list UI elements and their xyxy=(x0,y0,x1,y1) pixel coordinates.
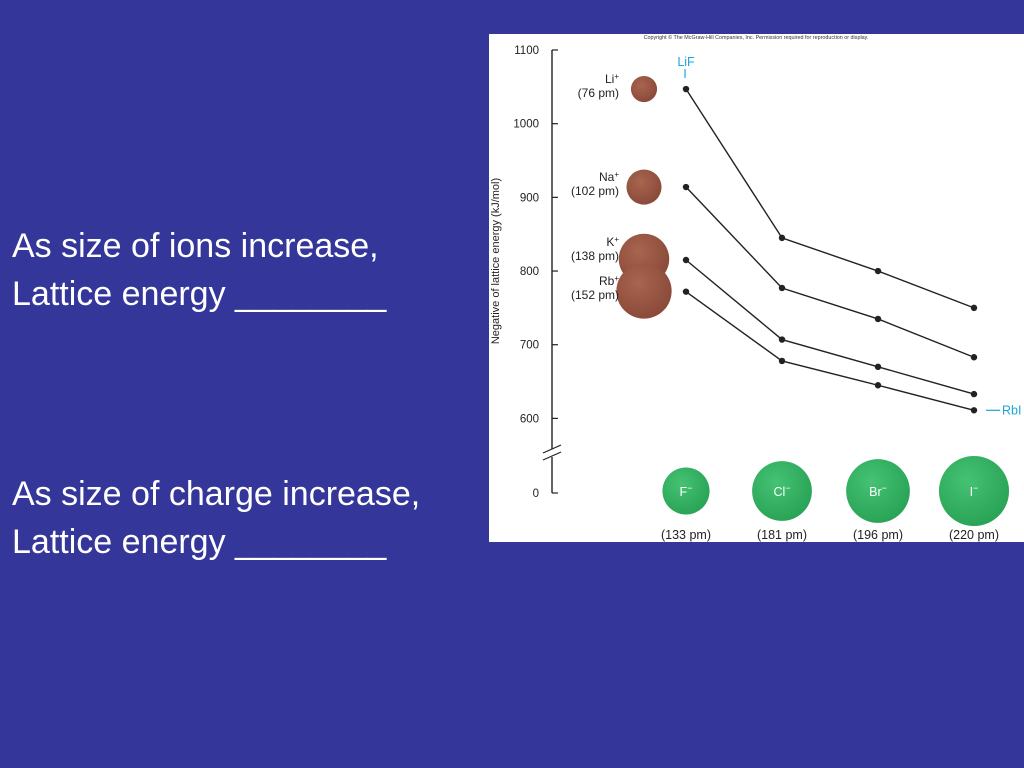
anion-circle-f xyxy=(662,467,710,515)
lattice-energy-chart-svg: Copyright © The McGraw-Hill Companies, I… xyxy=(490,34,1021,542)
anion-symbol: Cl xyxy=(773,485,785,499)
series-lines xyxy=(682,85,978,414)
cation-label-na: Na+ xyxy=(599,170,619,185)
y-tick-label: 1000 xyxy=(513,119,539,131)
anion-radius-label: (196 pm) xyxy=(853,528,903,542)
cation-label-k: K+ xyxy=(606,235,619,250)
cation-radius-label: (138 pm) xyxy=(571,249,619,263)
series-line-li xyxy=(685,88,975,309)
data-point xyxy=(778,284,786,292)
cation-legend: Li+(76 pm)Na+(102 pm)K+(138 pm)Rb+(152 p… xyxy=(571,72,672,319)
data-point xyxy=(970,304,978,312)
cation-symbol: Rb xyxy=(599,274,615,288)
axis-break-mark-1 xyxy=(542,444,562,454)
anion-radius-label: (220 pm) xyxy=(949,528,999,542)
cation-radius-label: (102 pm) xyxy=(571,184,619,198)
anion-categories: F−(133 pm)Cl−(181 pm)Br−(196 pm)I−(220 p… xyxy=(661,455,1010,542)
data-point xyxy=(970,354,978,361)
data-point xyxy=(682,256,690,264)
cation-charge: + xyxy=(614,170,619,179)
anion-symbol: I xyxy=(970,485,973,499)
cation-symbol: Na xyxy=(599,170,615,184)
y-axis: 1100 1000 900 800 700 600 0 xyxy=(513,45,562,500)
anion-symbol: F xyxy=(680,485,688,499)
anion-circle-br xyxy=(846,459,910,523)
series-line-k xyxy=(685,259,975,395)
anion-label-cl: Cl− xyxy=(773,483,790,499)
anion-symbol: Br xyxy=(869,485,882,499)
data-point xyxy=(874,363,882,371)
anion-label-i: I− xyxy=(970,483,979,499)
anion-label-br: Br− xyxy=(869,483,887,499)
statement-ion-size-line1: As size of ions increase, xyxy=(12,227,379,265)
y-tick-label: 900 xyxy=(520,192,539,204)
statement-ion-size: As size of ions increase, Lattice energy… xyxy=(12,222,386,318)
data-point xyxy=(874,315,882,323)
annotations: LiF RbI xyxy=(677,55,1021,417)
data-point xyxy=(778,234,786,242)
data-point xyxy=(778,357,786,365)
y-tick-label: 600 xyxy=(520,413,539,425)
anion-charge: − xyxy=(785,483,790,493)
anion-charge: − xyxy=(687,483,692,493)
statement-ion-size-line2: Lattice energy ________ xyxy=(12,275,387,313)
data-point xyxy=(874,382,882,389)
cation-symbol: Li xyxy=(605,72,614,86)
data-point xyxy=(682,288,690,295)
y-axis-label: Negative of lattice energy (kJ/mol) xyxy=(490,178,502,344)
cation-label-rb: Rb+ xyxy=(599,274,619,289)
anion-label-f: F− xyxy=(680,483,693,499)
cation-circle-li xyxy=(630,75,658,103)
data-point xyxy=(778,336,786,343)
copyright-notice: Copyright © The McGraw-Hill Companies, I… xyxy=(644,34,869,41)
data-point xyxy=(874,267,882,275)
series-line-na xyxy=(685,186,975,358)
cation-symbol: K xyxy=(606,235,614,249)
cation-label-li: Li+ xyxy=(605,72,619,87)
data-point xyxy=(682,85,690,93)
cation-circle-na xyxy=(626,169,662,205)
anion-radius-label: (181 pm) xyxy=(757,528,807,542)
cation-charge: + xyxy=(614,235,619,244)
data-point xyxy=(682,183,690,191)
anion-circle-i xyxy=(938,455,1010,527)
cation-charge: + xyxy=(614,274,619,283)
y-tick-label: 1100 xyxy=(514,45,539,57)
axis-break-mark-2 xyxy=(542,451,562,461)
y-tick-label: 0 xyxy=(533,488,539,500)
statement-charge-size-line1: As size of charge increase, xyxy=(12,475,421,513)
anion-radius-label: (133 pm) xyxy=(661,528,711,542)
lattice-energy-chart: Copyright © The McGraw-Hill Companies, I… xyxy=(489,34,1024,542)
cation-radius-label: (76 pm) xyxy=(578,86,619,100)
anion-circle-cl xyxy=(752,461,812,521)
cation-radius-label: (152 pm) xyxy=(571,288,619,302)
statement-charge-size: As size of charge increase, Lattice ener… xyxy=(12,470,420,566)
anion-charge: − xyxy=(973,483,978,493)
y-tick-label: 800 xyxy=(520,266,539,278)
series-line-rb xyxy=(685,291,975,411)
cation-circle-rb xyxy=(616,263,672,319)
anion-charge: − xyxy=(882,483,887,493)
data-point xyxy=(970,407,978,414)
data-point xyxy=(970,390,978,398)
cation-charge: + xyxy=(614,72,619,81)
annotation-label: RbI xyxy=(1002,403,1021,417)
statement-charge-size-line2: Lattice energy ________ xyxy=(12,523,387,561)
annotation-label: LiF xyxy=(677,55,695,69)
y-tick-label: 700 xyxy=(520,340,539,352)
